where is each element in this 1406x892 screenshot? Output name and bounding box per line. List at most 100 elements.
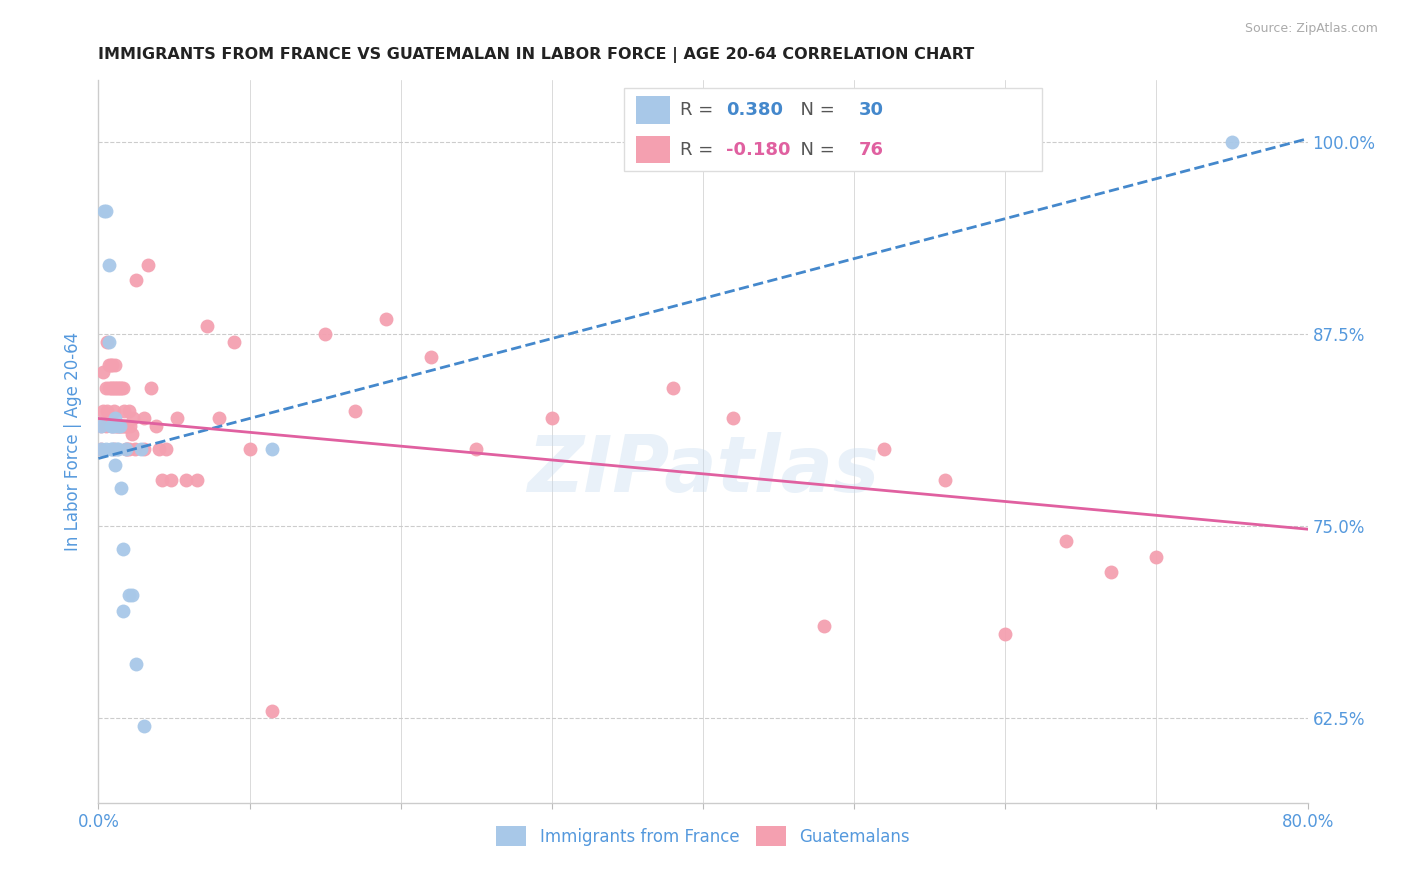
Point xyxy=(118,404,141,418)
Point xyxy=(121,426,143,441)
Point xyxy=(94,442,117,457)
Point xyxy=(120,419,142,434)
Point xyxy=(374,311,396,326)
Text: R =: R = xyxy=(681,141,718,159)
Point xyxy=(1220,135,1243,149)
Text: 0.380: 0.380 xyxy=(725,101,783,119)
Point xyxy=(114,442,136,457)
Point xyxy=(145,419,167,434)
Point xyxy=(111,542,134,557)
Point xyxy=(94,419,117,434)
Text: 30: 30 xyxy=(859,101,884,119)
Point xyxy=(813,619,835,633)
Point xyxy=(110,381,132,395)
Point xyxy=(132,411,155,425)
Point xyxy=(107,442,129,457)
Point xyxy=(122,411,145,425)
Point xyxy=(100,358,122,372)
Point xyxy=(107,381,129,395)
Point xyxy=(101,381,124,395)
Point xyxy=(314,326,336,341)
Point xyxy=(124,442,146,457)
Point xyxy=(105,419,128,434)
Point xyxy=(96,334,118,349)
Point xyxy=(103,442,125,457)
Point xyxy=(420,350,443,364)
Point xyxy=(118,588,141,602)
Point xyxy=(174,473,197,487)
Point xyxy=(94,203,117,218)
Point xyxy=(105,442,128,457)
Point xyxy=(101,358,124,372)
Point xyxy=(104,458,127,472)
Point xyxy=(110,481,132,495)
Point xyxy=(103,419,125,434)
Point xyxy=(104,419,127,434)
Point xyxy=(98,358,121,372)
Point xyxy=(262,442,284,457)
Point xyxy=(107,419,129,434)
Point xyxy=(723,411,745,425)
Point xyxy=(994,626,1017,640)
Point xyxy=(90,442,112,457)
Point xyxy=(111,604,134,618)
Point xyxy=(114,442,136,457)
Legend: Immigrants from France, Guatemalans: Immigrants from France, Guatemalans xyxy=(489,820,917,852)
Text: N =: N = xyxy=(789,141,841,159)
Point xyxy=(96,404,118,418)
Point xyxy=(1144,549,1167,564)
Point xyxy=(186,473,208,487)
Point xyxy=(101,442,124,457)
Point xyxy=(98,381,121,395)
Point xyxy=(101,419,124,434)
Point xyxy=(108,419,131,434)
Point xyxy=(150,473,173,487)
Point xyxy=(90,419,112,434)
Point xyxy=(195,319,218,334)
Point xyxy=(108,419,131,434)
FancyBboxPatch shape xyxy=(624,87,1042,170)
Point xyxy=(100,419,122,434)
Point xyxy=(110,419,132,434)
Point xyxy=(104,358,127,372)
Point xyxy=(103,442,125,457)
Point xyxy=(934,473,956,487)
Point xyxy=(101,419,124,434)
Point xyxy=(98,334,121,349)
Point xyxy=(98,258,121,272)
Point xyxy=(91,365,114,379)
Point xyxy=(103,381,125,395)
FancyBboxPatch shape xyxy=(637,96,671,124)
Point xyxy=(141,381,163,395)
Point xyxy=(125,657,148,672)
Point xyxy=(132,719,155,733)
FancyBboxPatch shape xyxy=(637,136,671,163)
Text: 76: 76 xyxy=(859,141,884,159)
Point xyxy=(344,404,367,418)
Text: R =: R = xyxy=(681,101,718,119)
Point xyxy=(136,258,159,272)
Point xyxy=(94,381,117,395)
Point xyxy=(1099,565,1122,579)
Point xyxy=(155,442,177,457)
Point xyxy=(661,381,683,395)
Point xyxy=(1054,534,1077,549)
Point xyxy=(105,381,128,395)
Point xyxy=(118,442,141,457)
Point xyxy=(100,442,122,457)
Point xyxy=(114,419,136,434)
Point xyxy=(90,419,112,434)
Point xyxy=(121,588,143,602)
Point xyxy=(540,411,562,425)
Point xyxy=(115,442,138,457)
Point xyxy=(125,273,148,287)
Point xyxy=(239,442,262,457)
Text: IMMIGRANTS FROM FRANCE VS GUATEMALAN IN LABOR FORCE | AGE 20-64 CORRELATION CHAR: IMMIGRANTS FROM FRANCE VS GUATEMALAN IN … xyxy=(98,47,974,63)
Text: ZIPatlas: ZIPatlas xyxy=(527,433,879,508)
Point xyxy=(129,442,152,457)
Text: -0.180: -0.180 xyxy=(725,141,790,159)
Point xyxy=(208,411,231,425)
Point xyxy=(91,404,114,418)
Point xyxy=(108,381,131,395)
Point xyxy=(160,473,183,487)
